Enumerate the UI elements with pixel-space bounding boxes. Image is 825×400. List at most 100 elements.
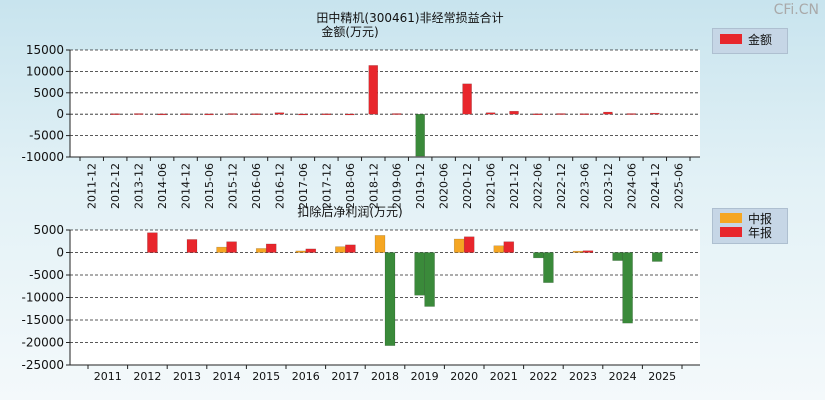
x-tick-label: 2012-12 xyxy=(109,163,122,209)
y-tick-label: -10000 xyxy=(21,150,64,164)
legend-swatch-interim xyxy=(720,213,742,223)
legend-item-amount: 金额 xyxy=(713,32,787,47)
bar xyxy=(626,113,637,115)
watermark: CFi.CN xyxy=(773,2,819,18)
x-tick-label: 2016 xyxy=(292,370,320,383)
x-tick-label: 2016-06 xyxy=(250,163,263,209)
y-tick-label: -5000 xyxy=(29,268,64,282)
bar xyxy=(384,252,396,346)
bar xyxy=(603,111,613,115)
bar xyxy=(414,252,425,296)
bar xyxy=(133,113,144,115)
bar xyxy=(493,245,505,253)
bar xyxy=(485,112,496,115)
y-tick-label: 15000 xyxy=(26,43,64,57)
bar xyxy=(391,113,402,115)
x-tick-label: 2024-06 xyxy=(625,163,638,209)
x-tick-label: 2011 xyxy=(94,370,122,383)
bar xyxy=(147,232,158,253)
bar xyxy=(186,239,198,253)
y-tick-label: -5000 xyxy=(29,129,64,143)
bar xyxy=(572,250,584,253)
legend-item-annual: 年报 xyxy=(713,225,787,240)
x-tick-label: 2013 xyxy=(173,370,201,383)
x-tick-label: 2020-12 xyxy=(461,163,474,209)
bar xyxy=(415,113,425,157)
bar xyxy=(374,235,386,253)
x-tick-label: 2019-12 xyxy=(414,163,427,209)
x-tick-label: 2023-06 xyxy=(578,163,591,209)
legend-label-amount: 金额 xyxy=(748,32,773,47)
x-tick-label: 2015-06 xyxy=(203,163,216,209)
bar xyxy=(227,113,238,115)
x-tick-label: 2012 xyxy=(133,370,161,383)
bar xyxy=(251,113,261,115)
bar xyxy=(204,113,214,116)
bar xyxy=(345,113,355,116)
bar xyxy=(509,110,519,115)
x-tick-label: 2025 xyxy=(648,370,676,383)
x-tick-label: 2021-12 xyxy=(508,163,521,209)
bar xyxy=(532,113,543,116)
bar xyxy=(368,65,379,115)
x-tick-label: 2024-12 xyxy=(649,163,662,209)
y-tick-label: -25000 xyxy=(21,358,64,372)
bar xyxy=(622,252,633,324)
bar xyxy=(265,243,277,253)
x-tick-label: 2018-12 xyxy=(367,163,380,209)
x-tick-label: 2015 xyxy=(252,370,280,383)
x-tick-label: 2017-12 xyxy=(320,163,333,209)
bar xyxy=(274,112,285,115)
bar xyxy=(582,250,594,253)
x-tick-label: 2022-12 xyxy=(555,163,568,209)
y-tick-label: -10000 xyxy=(21,291,64,305)
chart2-title: 扣除后净利润(万元) xyxy=(297,204,402,219)
bar xyxy=(556,113,566,115)
bar xyxy=(295,250,307,253)
x-tick-label: 2020 xyxy=(450,370,478,383)
bar xyxy=(255,248,267,253)
x-tick-label: 2017 xyxy=(331,370,359,383)
x-tick-label: 2015-12 xyxy=(227,163,240,209)
x-tick-label: 2020-06 xyxy=(438,163,451,209)
x-tick-label: 2022-06 xyxy=(532,163,545,209)
x-tick-label: 2019 xyxy=(411,370,439,383)
x-tick-label: 2017-06 xyxy=(297,163,310,209)
x-tick-label: 2021 xyxy=(490,370,518,383)
plot-area xyxy=(70,50,700,157)
x-tick-label: 2022 xyxy=(529,370,557,383)
y-tick-label: -20000 xyxy=(21,336,64,350)
bar xyxy=(424,252,435,307)
bar xyxy=(157,113,167,116)
chart1-legend: 金额 xyxy=(712,28,788,54)
legend-item-interim: 中报 xyxy=(713,211,787,226)
bar xyxy=(503,241,515,253)
x-tick-label: 2014 xyxy=(213,370,241,383)
x-tick-label: 2023 xyxy=(569,370,597,383)
x-tick-label: 2011-12 xyxy=(86,163,99,209)
legend-label-interim: 中报 xyxy=(748,211,773,226)
bar xyxy=(543,252,554,283)
x-tick-label: 2014-06 xyxy=(156,163,169,209)
chart1-plot: 15000 10000 5000 0 -5000 -10000 2011-12 2012-12… xyxy=(21,43,700,209)
legend-swatch-annual xyxy=(720,227,742,237)
y-tick-label: 0 xyxy=(56,107,64,121)
x-tick-label: 2018-06 xyxy=(344,163,357,209)
bar xyxy=(612,252,623,261)
legend-swatch-amount xyxy=(720,34,742,44)
bar xyxy=(345,244,356,253)
y-tick-label: 5000 xyxy=(33,86,64,100)
chart2-legend: 中报 年报 xyxy=(712,208,788,244)
x-tick-label: 2014-12 xyxy=(180,163,193,209)
bar xyxy=(650,112,660,115)
chart1-title: 田中精机(300461)非经常损益合计 xyxy=(316,10,503,25)
chart1-subtitle: 金额(万元) xyxy=(321,24,378,39)
x-tick-label: 2018 xyxy=(371,370,399,383)
bar xyxy=(226,241,237,253)
bar xyxy=(453,238,465,253)
bar xyxy=(216,246,227,253)
bar xyxy=(180,113,191,115)
bar xyxy=(305,248,317,253)
bar xyxy=(110,113,120,115)
